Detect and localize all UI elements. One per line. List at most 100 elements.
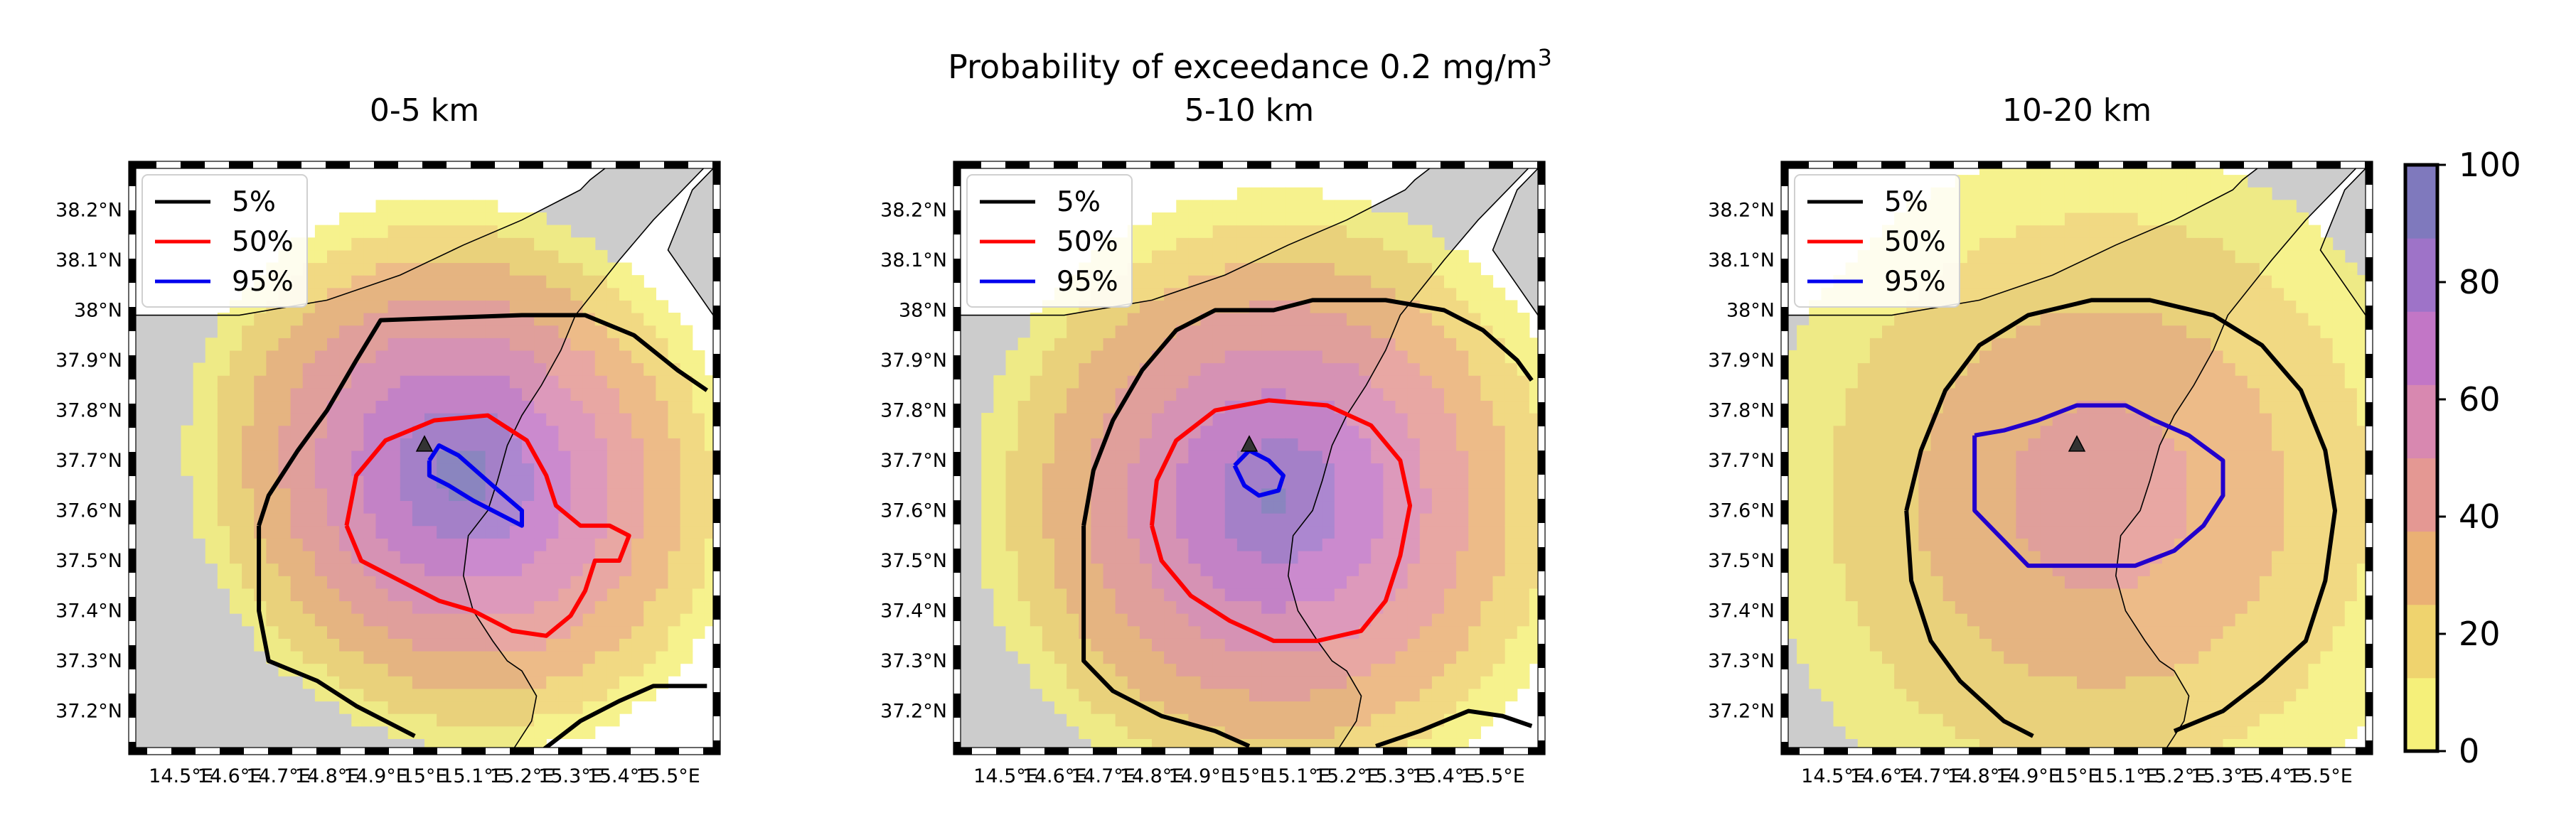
field-cell: [692, 487, 705, 502]
field-cell: [509, 650, 523, 664]
field-cell: [1383, 287, 1396, 301]
field-cell: [1821, 513, 1834, 527]
field-cell: [388, 287, 401, 301]
field-cell: [2089, 200, 2102, 213]
field-cell: [242, 325, 255, 338]
field-cell: [1236, 375, 1250, 389]
field-cell: [1857, 475, 1871, 489]
field-cell: [1359, 375, 1372, 389]
field-cell: [400, 500, 413, 514]
field-cell: [993, 538, 1007, 551]
field-cell: [375, 625, 389, 639]
field-cell: [485, 713, 498, 727]
field-cell: [497, 638, 511, 652]
field-cell: [1236, 726, 1250, 739]
field-cell: [2064, 500, 2078, 514]
field-cell: [1359, 313, 1372, 326]
field-cell: [1322, 487, 1335, 502]
field-cell: [1200, 663, 1214, 676]
field-cell: [473, 625, 486, 639]
field-cell: [2077, 513, 2090, 527]
field-cell: [2101, 438, 2114, 451]
field-cell: [1930, 313, 1944, 326]
field-cell: [2089, 475, 2102, 489]
field-cell: [1505, 338, 1518, 351]
field-cell: [1407, 275, 1421, 289]
field-cell: [1492, 438, 1506, 451]
field-cell: [1249, 513, 1262, 527]
field-cell: [1176, 613, 1189, 627]
field-cell: [546, 650, 559, 664]
field-cell: [1894, 362, 1907, 376]
field-cell: [631, 362, 644, 376]
field-cell: [2186, 726, 2199, 739]
field-cell: [1383, 676, 1396, 689]
field-cell: [314, 300, 328, 313]
field-cell: [412, 413, 425, 426]
field-cell: [1480, 338, 1494, 351]
field-cell: [1930, 487, 1944, 502]
field-cell: [2040, 513, 2053, 527]
field-cell: [522, 262, 535, 276]
field-cell: [1212, 625, 1226, 639]
field-cell: [1492, 487, 1506, 502]
field-cell: [2125, 500, 2139, 514]
field-cell: [1955, 613, 1968, 627]
field-cell: [2198, 487, 2211, 502]
field-cell: [375, 525, 389, 539]
field-cell: [424, 400, 437, 414]
field-cell: [1042, 613, 1055, 627]
field-cell: [1517, 588, 1530, 602]
field-cell: [1054, 701, 1067, 714]
field-cell: [1164, 425, 1177, 438]
field-cell: [2052, 325, 2065, 338]
field-cell: [1091, 325, 1104, 338]
field-cell: [2125, 350, 2139, 364]
field-cell: [643, 375, 656, 389]
field-cell: [1236, 600, 1250, 614]
field-cell: [1468, 625, 1481, 639]
field-cell: [1091, 413, 1104, 426]
field-cell: [1005, 425, 1019, 438]
field-cell: [1115, 425, 1128, 438]
field-cell: [2052, 287, 2065, 301]
field-cell: [1310, 713, 1323, 727]
field-cell: [1821, 576, 1834, 589]
field-cell: [375, 600, 389, 614]
field-cell: [424, 563, 437, 576]
field-cell: [1979, 600, 1992, 614]
field-cell: [217, 313, 230, 326]
field-cell: [1115, 576, 1128, 589]
field-cell: [2077, 450, 2090, 464]
field-cell: [2040, 625, 2053, 639]
field-cell: [1139, 613, 1153, 627]
field-cell: [1188, 212, 1202, 226]
field-cell: [522, 463, 535, 476]
field-cell: [314, 600, 328, 614]
field-cell: [1139, 688, 1153, 702]
field-cell: [2125, 287, 2139, 301]
field-cell: [1809, 375, 1822, 389]
field-cell: [1103, 713, 1116, 727]
field-cell: [327, 249, 340, 264]
field-cell: [473, 726, 486, 739]
field-cell: [497, 325, 511, 338]
field-cell: [1942, 450, 1956, 464]
field-cell: [1869, 638, 1883, 652]
field-cell: [2077, 313, 2090, 326]
field-cell: [993, 613, 1007, 627]
field-cell: [1054, 487, 1067, 502]
field-cell: [485, 275, 498, 289]
field-cell: [242, 613, 255, 627]
field-cell: [2211, 625, 2224, 639]
field-cell: [1224, 413, 1238, 426]
field-cell: [1273, 212, 1286, 226]
field-cell: [1067, 350, 1079, 364]
field-cell: [1407, 262, 1421, 276]
field-cell: [181, 438, 194, 451]
field-cell: [1979, 175, 1992, 188]
field-cell: [1310, 688, 1323, 702]
field-cell: [692, 513, 705, 527]
field-cell: [1480, 538, 1494, 551]
field-cell: [2161, 538, 2175, 551]
